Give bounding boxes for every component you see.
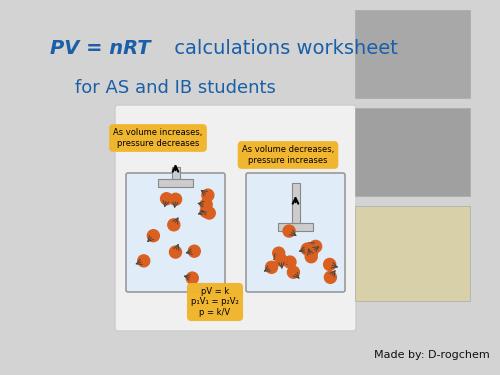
Circle shape xyxy=(202,189,214,201)
Circle shape xyxy=(324,271,336,283)
Circle shape xyxy=(200,206,212,218)
FancyBboxPatch shape xyxy=(246,173,345,292)
Circle shape xyxy=(310,240,322,252)
Circle shape xyxy=(188,245,200,257)
Bar xyxy=(355,10,470,98)
Bar xyxy=(292,183,300,223)
Circle shape xyxy=(283,225,295,237)
Circle shape xyxy=(306,245,318,257)
Text: pV = k
p₁V₁ = p₂V₂
p = k/V: pV = k p₁V₁ = p₂V₂ p = k/V xyxy=(191,287,239,317)
Circle shape xyxy=(288,266,300,278)
Circle shape xyxy=(204,207,216,219)
Text: calculations worksheet: calculations worksheet xyxy=(168,39,398,57)
Circle shape xyxy=(275,254,287,266)
Text: Made by: D-rogchem: Made by: D-rogchem xyxy=(374,350,490,360)
Circle shape xyxy=(302,243,314,255)
Bar xyxy=(158,179,193,187)
Bar xyxy=(355,108,470,196)
Bar xyxy=(355,206,470,301)
FancyBboxPatch shape xyxy=(115,105,356,331)
Circle shape xyxy=(170,193,181,205)
Circle shape xyxy=(305,251,317,263)
Text: for AS and IB students: for AS and IB students xyxy=(74,79,276,97)
Text: As volume decreases,
pressure increases: As volume decreases, pressure increases xyxy=(242,145,334,165)
Circle shape xyxy=(170,246,181,258)
Circle shape xyxy=(186,272,198,284)
Circle shape xyxy=(148,230,160,242)
Circle shape xyxy=(324,258,336,270)
Circle shape xyxy=(266,261,278,273)
Text: PV = nRT: PV = nRT xyxy=(50,39,150,57)
Text: As volume increases,
pressure decreases: As volume increases, pressure decreases xyxy=(114,128,202,148)
Circle shape xyxy=(138,255,149,267)
Bar xyxy=(278,223,313,231)
Circle shape xyxy=(168,219,180,231)
Circle shape xyxy=(284,256,296,268)
Circle shape xyxy=(200,199,212,211)
Bar xyxy=(172,167,179,179)
Circle shape xyxy=(160,193,172,205)
FancyBboxPatch shape xyxy=(126,173,225,292)
Circle shape xyxy=(272,247,284,259)
